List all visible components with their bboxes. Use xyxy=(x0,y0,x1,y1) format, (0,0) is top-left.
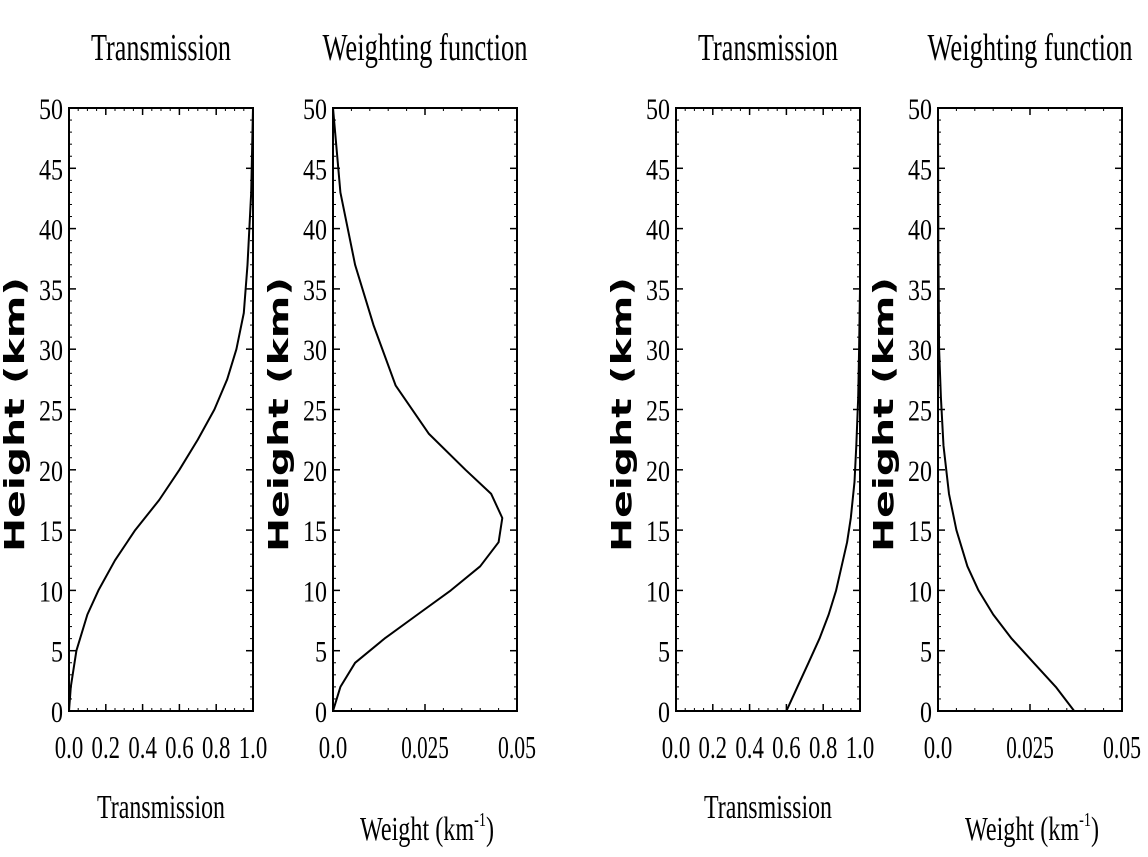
y-tick-label: 30 xyxy=(303,334,327,367)
x-axis-label: Weight (km-1) xyxy=(965,809,1099,848)
y-tick-label: 20 xyxy=(303,455,327,488)
x-tick-label: 0.025 xyxy=(401,729,449,765)
y-tick-label: 5 xyxy=(658,636,670,669)
y-tick-label: 35 xyxy=(303,274,327,307)
y-tick-label: 10 xyxy=(303,575,327,608)
x-axis-label: Weight (km-1) xyxy=(360,809,494,848)
y-tick-label: 20 xyxy=(646,455,670,488)
panel-title: Weighting function xyxy=(323,27,528,69)
x-tick-label: 0.0 xyxy=(924,729,953,765)
y-tick-label: 15 xyxy=(646,515,670,548)
x-tick-label: 1.0 xyxy=(846,729,875,765)
x-tick-label: 0.0 xyxy=(662,729,691,765)
y-tick-label: 50 xyxy=(303,93,327,126)
y-tick-label: 45 xyxy=(908,153,932,186)
y-tick-label: 5 xyxy=(920,636,932,669)
x-tick-label: 0.2 xyxy=(92,729,121,765)
y-tick-label: 0 xyxy=(315,696,327,729)
y-tick-label: 40 xyxy=(908,214,932,247)
panel-title: Weighting function xyxy=(928,27,1133,69)
series-line xyxy=(332,107,504,712)
y-tick-label: 10 xyxy=(39,575,63,608)
y-tick-label: 15 xyxy=(908,515,932,548)
y-tick-label: 25 xyxy=(908,395,932,428)
x-tick-label: 0.05 xyxy=(1103,729,1141,765)
y-tick-label: 40 xyxy=(39,214,63,247)
plot-frame xyxy=(675,107,861,712)
y-tick-label: 30 xyxy=(908,334,932,367)
y-axis-label: Height (km) xyxy=(867,277,900,552)
y-tick-label: 20 xyxy=(39,455,63,488)
series-line xyxy=(785,288,861,712)
series-line xyxy=(68,107,254,712)
plot-frame xyxy=(937,107,1123,712)
x-tick-label: 0.4 xyxy=(128,729,157,765)
y-axis-label: Height (km) xyxy=(0,277,31,552)
x-tick-label: 0.0 xyxy=(319,729,348,765)
y-tick-label: 45 xyxy=(303,153,327,186)
y-tick-label: 35 xyxy=(39,274,63,307)
y-tick-label: 40 xyxy=(303,214,327,247)
y-tick-label: 30 xyxy=(39,334,63,367)
x-tick-label: 0.8 xyxy=(202,729,231,765)
y-tick-label: 25 xyxy=(646,395,670,428)
y-tick-label: 50 xyxy=(908,93,932,126)
y-tick-label: 45 xyxy=(646,153,670,186)
y-tick-label: 5 xyxy=(51,636,63,669)
panel-title: Transmission xyxy=(91,27,231,69)
y-tick-label: 15 xyxy=(39,515,63,548)
x-tick-label: 1.0 xyxy=(239,729,268,765)
y-tick-label: 40 xyxy=(646,214,670,247)
x-tick-label: 0.025 xyxy=(1006,729,1054,765)
y-tick-label: 35 xyxy=(646,274,670,307)
plot-frame xyxy=(68,107,254,712)
x-tick-label: 0.8 xyxy=(809,729,838,765)
y-axis-label: Height (km) xyxy=(262,277,295,552)
y-tick-label: 0 xyxy=(658,696,670,729)
x-axis-label: Transmission xyxy=(704,789,832,826)
y-axis-label: Height (km) xyxy=(605,277,638,552)
x-tick-label: 0.2 xyxy=(699,729,728,765)
y-tick-label: 0 xyxy=(920,696,932,729)
y-tick-label: 5 xyxy=(315,636,327,669)
panel-title: Transmission xyxy=(698,27,838,69)
plot-frame xyxy=(332,107,518,712)
y-tick-label: 10 xyxy=(908,575,932,608)
y-tick-label: 25 xyxy=(303,395,327,428)
x-tick-label: 0.4 xyxy=(735,729,764,765)
series-line xyxy=(937,107,1075,712)
y-tick-label: 45 xyxy=(39,153,63,186)
y-tick-label: 50 xyxy=(39,93,63,126)
x-tick-label: 0.6 xyxy=(165,729,194,765)
x-tick-label: 0.05 xyxy=(498,729,536,765)
panel-4: Weighting function 0 5 10 15 20 25 30 35 40 45 50 0.… xyxy=(867,27,1141,848)
y-tick-label: 0 xyxy=(51,696,63,729)
y-tick-label: 35 xyxy=(908,274,932,307)
y-tick-label: 25 xyxy=(39,395,63,428)
y-tick-label: 20 xyxy=(908,455,932,488)
y-tick-label: 30 xyxy=(646,334,670,367)
x-tick-label: 0.0 xyxy=(55,729,84,765)
panel-2: Weighting function 0 5 10 15 20 25 30 35 40 45 50 0.… xyxy=(262,27,536,848)
x-tick-label: 0.6 xyxy=(772,729,801,765)
y-tick-label: 50 xyxy=(646,93,670,126)
y-tick-label: 15 xyxy=(303,515,327,548)
x-axis-label: Transmission xyxy=(97,789,225,826)
y-tick-label: 10 xyxy=(646,575,670,608)
